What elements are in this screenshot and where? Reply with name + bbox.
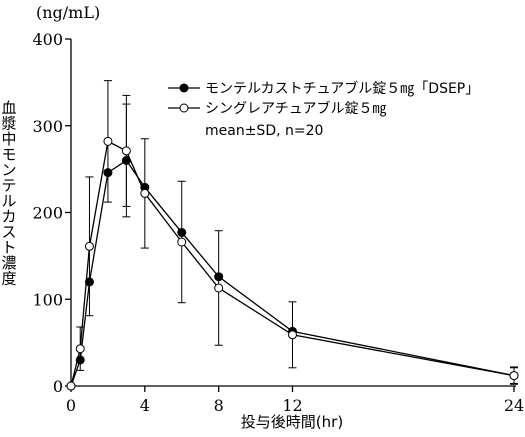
x-tick-label: 4 <box>140 396 150 415</box>
data-point-series-1 <box>75 355 85 365</box>
x-axis-label: 投与後時間(hr) <box>241 413 343 431</box>
y-label-char: モ <box>1 146 16 164</box>
x-tick-label: 24 <box>504 396 524 415</box>
legend-note: mean±SD, n=20 <box>205 123 323 139</box>
y-tick-label: 400 <box>32 30 63 49</box>
data-point-series-2 <box>66 381 76 391</box>
series-lines <box>70 140 515 387</box>
data-point-series-1 <box>121 155 131 165</box>
x-tick-label: 0 <box>66 396 76 415</box>
data-point-series-2 <box>177 237 187 247</box>
data-point-series-1 <box>177 227 187 237</box>
y-label-char: テ <box>1 177 16 195</box>
series-line-2 <box>70 140 515 387</box>
y-label-char: カ <box>1 208 16 226</box>
data-point-series-1 <box>84 277 94 287</box>
data-point-series-2 <box>509 371 519 381</box>
y-label-char: ト <box>1 239 16 257</box>
x-tick-label: 12 <box>282 396 302 415</box>
data-point-series-1 <box>214 272 224 282</box>
legend: モンテルカストチュアブル錠５㎎「DSEP」シングレアチュアブル錠５㎎ mean±S… <box>168 80 479 139</box>
y-label-char: ス <box>1 223 16 241</box>
y-tick-label: 0 <box>53 377 63 396</box>
data-point-series-2 <box>103 136 113 146</box>
series-markers <box>66 136 519 391</box>
legend-marker <box>179 83 189 93</box>
y-tick-label: 100 <box>32 290 63 309</box>
y-tick-label: 300 <box>32 117 63 136</box>
y-tick-label: 200 <box>32 204 63 223</box>
data-point-series-2 <box>288 330 297 340</box>
series-line-1 <box>70 159 515 387</box>
data-point-series-2 <box>140 188 150 198</box>
y-label-char: 漿 <box>1 115 16 133</box>
y-label-char: 度 <box>1 270 16 288</box>
data-point-series-2 <box>214 283 224 293</box>
data-point-series-2 <box>75 344 85 354</box>
y-label-char: 濃 <box>1 254 16 272</box>
y-label-char: ン <box>1 161 16 179</box>
y-label-char: 中 <box>1 130 16 148</box>
y-label-char: ル <box>1 192 16 210</box>
data-point-series-1 <box>103 168 113 178</box>
data-point-series-2 <box>121 146 131 156</box>
legend-marker <box>179 103 189 113</box>
y-label-char: 血 <box>1 99 16 117</box>
legend-label: シングレアチュアブル錠５㎎ <box>205 100 386 117</box>
y-unit-label: (ng/mL) <box>36 3 100 22</box>
data-point-series-2 <box>84 241 94 251</box>
legend-label: モンテルカストチュアブル錠５㎎「DSEP」 <box>205 80 479 97</box>
x-tick-label: 8 <box>214 396 224 415</box>
axes: 0 100 200 300 400 0 4 8 12 24 <box>32 30 524 415</box>
